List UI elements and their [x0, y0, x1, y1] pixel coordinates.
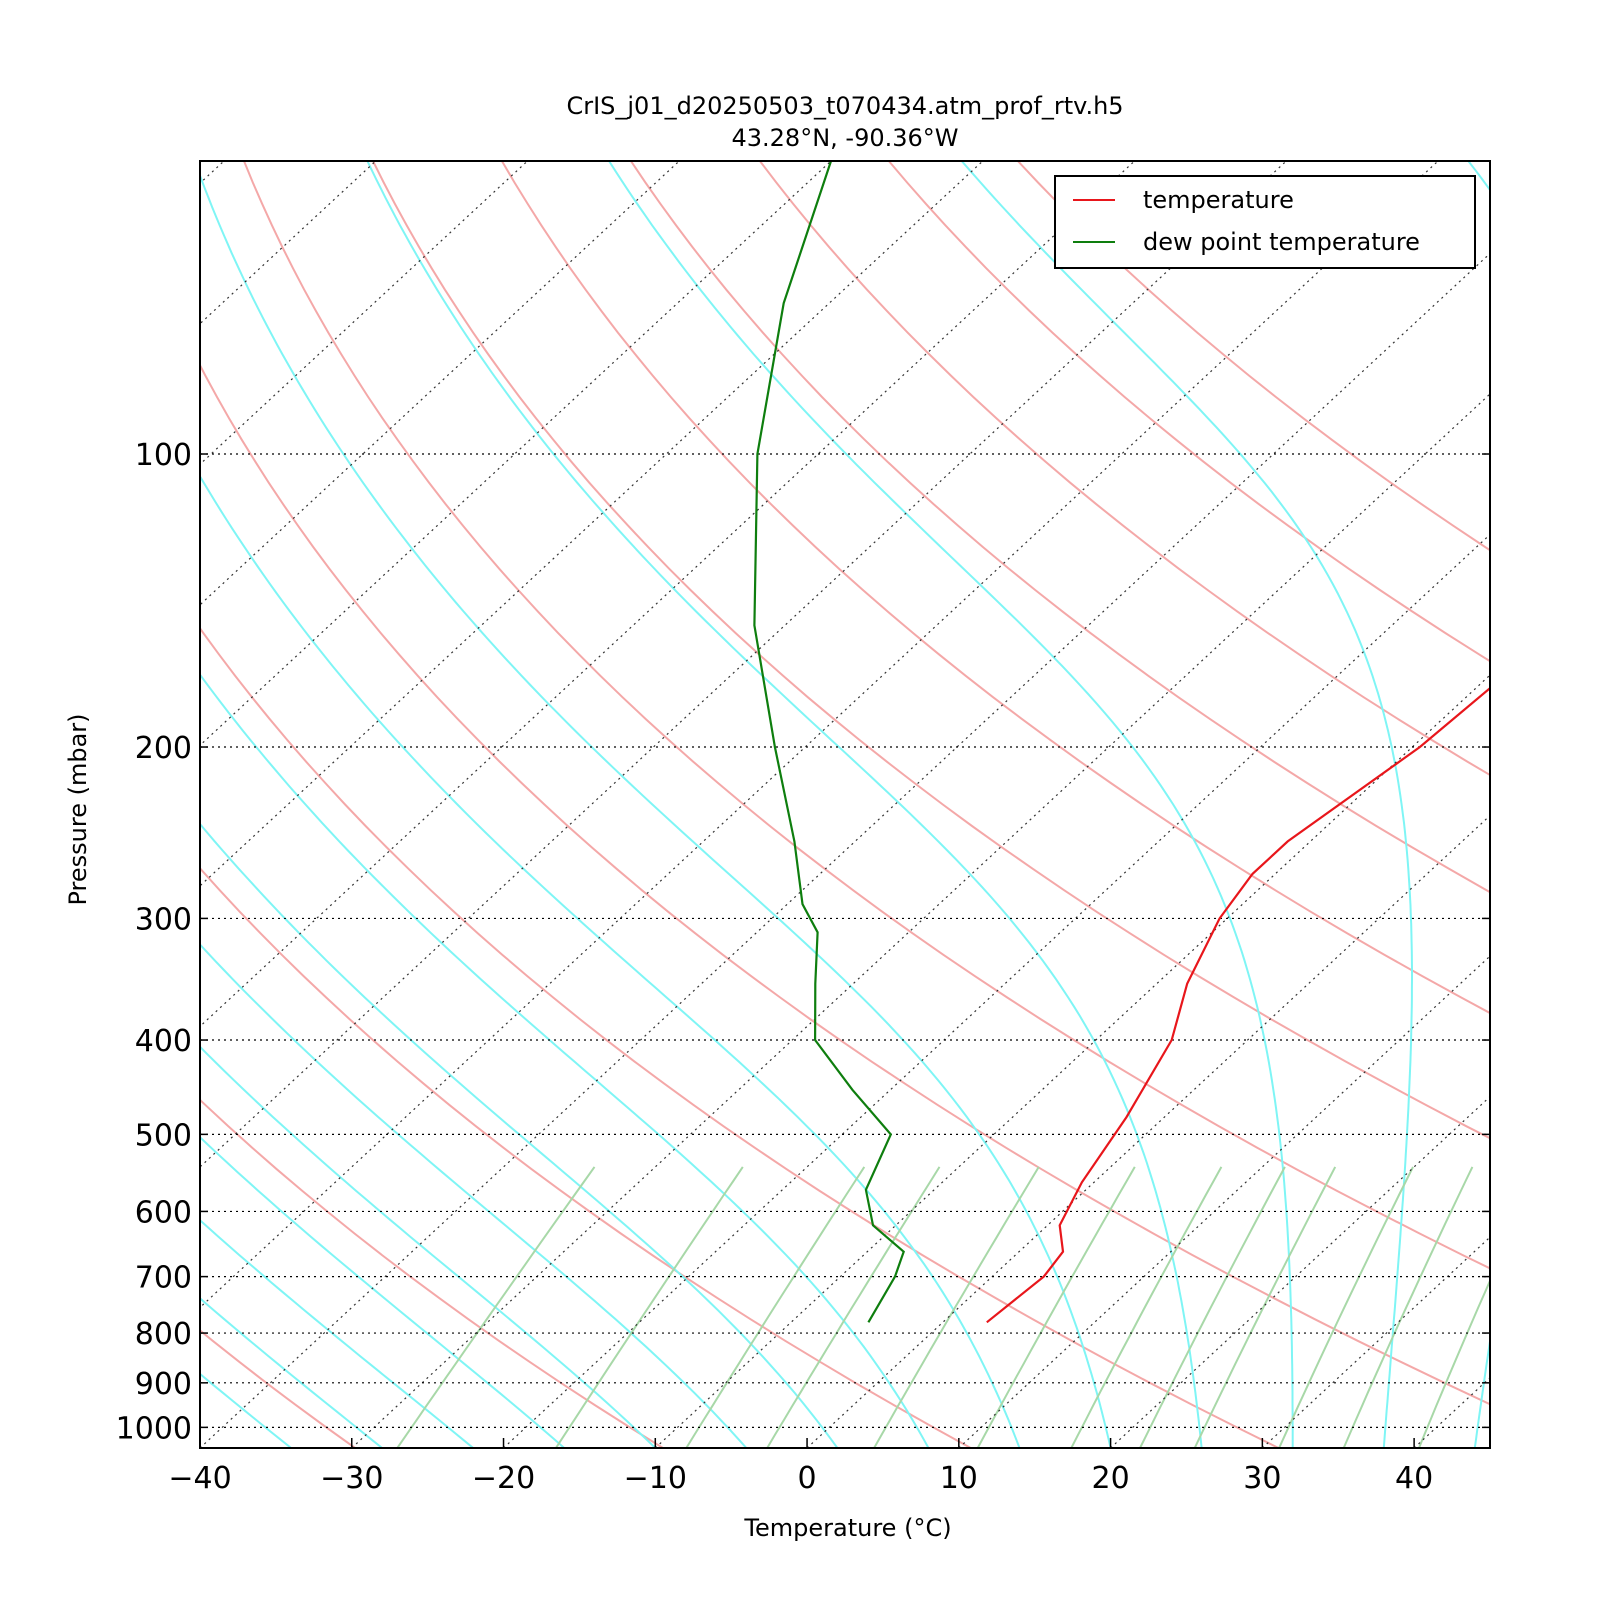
- isotherm-gridline: [1413, 1376, 1490, 1448]
- mixing-ratio-line: [555, 1166, 744, 1448]
- mixing-ratio-line: [766, 1166, 941, 1448]
- isotherm-gridline: [200, 252, 1490, 1448]
- y-tick-label: 600: [135, 1195, 192, 1230]
- isotherm-gridline: [200, 161, 1287, 1168]
- isotherm-gridline: [0, 161, 72, 1448]
- y-tick-label: 1000: [116, 1411, 192, 1446]
- moist-adiabat: [200, 1297, 383, 1448]
- dry-adiabat: [759, 161, 1490, 777]
- moist-adiabat: [1467, 161, 1490, 1448]
- mixing-ratio-line: [873, 1166, 1040, 1448]
- isotherm-gridline: [200, 161, 377, 325]
- ticks: −40 −30 −20 −10 0 10 20 30 40 100 200 300 400 500 600 7…: [116, 438, 1490, 1496]
- moist-adiabat: [200, 474, 1021, 1448]
- isotherm-gridline: [200, 161, 1439, 1309]
- moist-adiabat: [366, 161, 1203, 1448]
- moist-adiabat: [200, 1045, 656, 1448]
- mixing-ratio-line: [1139, 1166, 1286, 1448]
- y-tick-label: 300: [135, 902, 192, 937]
- isobar-grid: [200, 453, 1490, 1428]
- x-tick-label: −10: [624, 1461, 687, 1496]
- mixing-ratio-line: [1418, 1278, 1490, 1448]
- dry-adiabat: [1017, 161, 1490, 552]
- isotherm-gridline: [503, 533, 1490, 1448]
- dry-adiabat: [200, 1329, 356, 1448]
- y-tick-label: 700: [135, 1261, 192, 1296]
- isotherm-gridline: [200, 161, 528, 466]
- dry-adiabat: [630, 161, 1490, 894]
- dry-adiabat: [200, 1098, 664, 1448]
- y-tick-label: 400: [135, 1024, 192, 1059]
- dry-adiabat: [200, 866, 972, 1448]
- isotherm-gridline: [200, 161, 680, 606]
- dry-adiabat: [200, 363, 1490, 1406]
- isotherm-gridline: [1110, 1095, 1490, 1448]
- moist-adiabat: [200, 1372, 292, 1448]
- plot-frame: [199, 160, 1491, 1449]
- background-lines: [0, 161, 1600, 1448]
- x-tick-label: −20: [472, 1461, 535, 1496]
- moist-adiabat: [200, 1446, 201, 1448]
- dry-adiabat: [0, 161, 47, 1448]
- x-tick-label: 20: [1091, 1461, 1129, 1496]
- mixing-ratio-line: [1342, 1166, 1474, 1448]
- isotherm-gridline: [806, 814, 1490, 1448]
- y-tick-label: 500: [135, 1118, 192, 1153]
- dry-adiabat: [888, 161, 1490, 663]
- isotherm-gridline: [200, 161, 832, 747]
- isotherm-gridline: [1566, 161, 1600, 1448]
- x-tick-label: 40: [1395, 1461, 1433, 1496]
- isotherm-gridline: [200, 161, 984, 887]
- temperature-line: [986, 686, 1490, 1324]
- moist-adiabat: [200, 172, 1112, 1448]
- y-tick-label: 100: [135, 438, 192, 473]
- moist-adiabat: [0, 161, 109, 1448]
- y-axis-label: Pressure (mbar): [64, 713, 92, 905]
- chart-subtitle: 43.28°N, -90.36°W: [731, 124, 958, 152]
- x-tick-label: 0: [798, 1461, 817, 1496]
- moist-adiabat: [200, 1135, 565, 1448]
- moist-adiabat: [200, 1218, 474, 1448]
- x-axis-label: Temperature (°C): [743, 1514, 951, 1542]
- dry-adiabat: [243, 161, 1490, 1270]
- isotherm-gridline: [351, 393, 1490, 1448]
- moist-adiabat: [200, 943, 748, 1448]
- y-tick-label: 900: [135, 1367, 192, 1402]
- y-tick-label: 200: [135, 731, 192, 766]
- moist-adiabat: [200, 822, 839, 1448]
- moist-adiabat: [200, 673, 930, 1448]
- mixing-ratio-line: [685, 1166, 866, 1448]
- isotherm-gridline: [200, 161, 225, 185]
- isotherm-gridline: [958, 955, 1490, 1448]
- mixing-ratio-line: [1278, 1166, 1414, 1448]
- x-tick-label: 30: [1243, 1461, 1281, 1496]
- moist-adiabat: [960, 161, 1413, 1448]
- mixing-ratio-line: [976, 1166, 1136, 1448]
- isotherm-gridline: [200, 161, 1135, 1028]
- x-tick-label: −30: [320, 1461, 383, 1496]
- dry-adiabat: [501, 161, 1490, 1015]
- x-tick-label: 10: [940, 1461, 978, 1496]
- legend-label-temperature: temperature: [1143, 186, 1294, 214]
- legend: temperature dew point temperature: [1054, 175, 1476, 269]
- y-tick-label: 800: [135, 1317, 192, 1352]
- mixing-ratio-line: [1193, 1166, 1337, 1448]
- dry-adiabat: [372, 161, 1490, 1140]
- chart-title: CrIS_j01_d20250503_t070434.atm_prof_rtv.…: [566, 92, 1123, 120]
- dewpoint-line: [753, 161, 905, 1323]
- x-tick-label: −40: [168, 1461, 231, 1496]
- legend-label-dewpoint: dew point temperature: [1143, 228, 1420, 256]
- moist-adiabat: [608, 161, 1294, 1448]
- legend-box: [1054, 175, 1476, 269]
- mixing-ratio-line: [396, 1166, 596, 1448]
- series-lines: [753, 161, 1490, 1324]
- dry-adiabat: [200, 626, 1279, 1448]
- mixing-ratio-line: [1070, 1166, 1223, 1448]
- isotherm-gridline: [654, 674, 1490, 1448]
